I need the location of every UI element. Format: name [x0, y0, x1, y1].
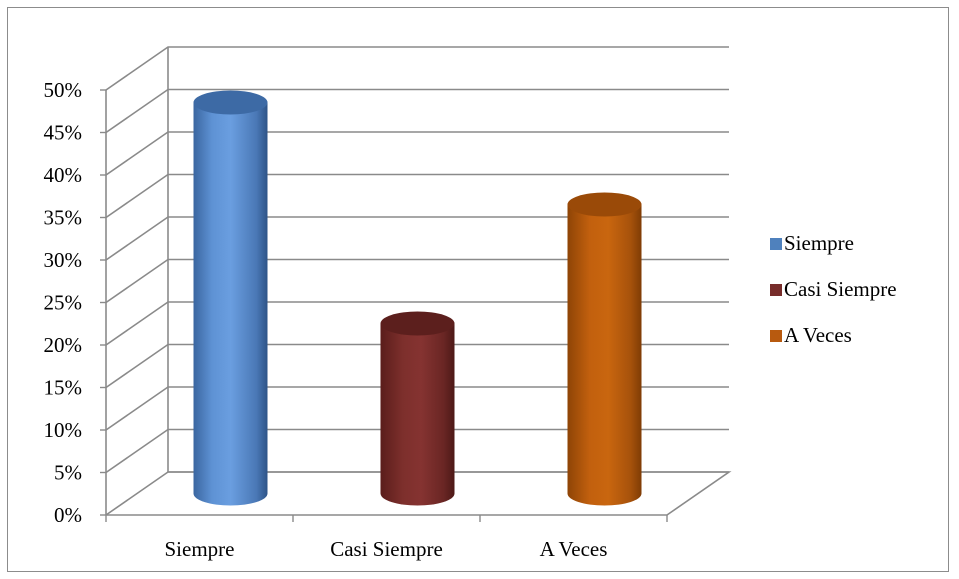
legend: Siempre Casi Siempre A Veces — [770, 231, 897, 347]
legend-label: A Veces — [784, 323, 852, 347]
legend-item: Casi Siempre — [770, 277, 897, 301]
legend-label: Siempre — [784, 231, 854, 255]
cylinder-body — [194, 103, 268, 506]
y-tick-label: 0% — [54, 503, 82, 527]
legend-swatch — [770, 330, 782, 342]
y-tick-label: 25% — [44, 291, 83, 315]
y-tick-label: 40% — [44, 163, 83, 187]
gridline — [106, 47, 729, 90]
bar-siempre — [194, 91, 268, 506]
y-tick-label: 10% — [44, 418, 83, 442]
cylinder-top — [381, 312, 455, 336]
cylinder-body — [568, 205, 642, 506]
y-tick-label: 35% — [44, 206, 83, 230]
cylinder-top — [568, 193, 642, 217]
bar-a-veces — [568, 193, 642, 506]
x-category-label: Casi Siempre — [330, 537, 443, 561]
x-category-label: A Veces — [540, 537, 608, 561]
bar-casi-siempre — [381, 312, 455, 506]
category-labels: Siempre Casi Siempre A Veces — [165, 537, 608, 561]
legend-item: Siempre — [770, 231, 854, 255]
y-tick-label: 5% — [54, 461, 82, 485]
legend-item: A Veces — [770, 323, 852, 347]
y-tick-label: 45% — [44, 121, 83, 145]
legend-swatch — [770, 284, 782, 296]
x-category-label: Siempre — [165, 537, 235, 561]
y-tick-label: 20% — [44, 333, 83, 357]
y-tick-labels: 0% 5% 10% 15% 20% 25% 30% 35% 40% 45% 50% — [44, 78, 83, 527]
cylinder-top — [194, 91, 268, 115]
y-tick-label: 15% — [44, 376, 83, 400]
legend-label: Casi Siempre — [784, 277, 897, 301]
cylinder-body — [381, 324, 455, 506]
bars — [194, 91, 642, 506]
y-tick-label: 50% — [44, 78, 83, 102]
legend-swatch — [770, 238, 782, 250]
y-tick-label: 30% — [44, 248, 83, 272]
